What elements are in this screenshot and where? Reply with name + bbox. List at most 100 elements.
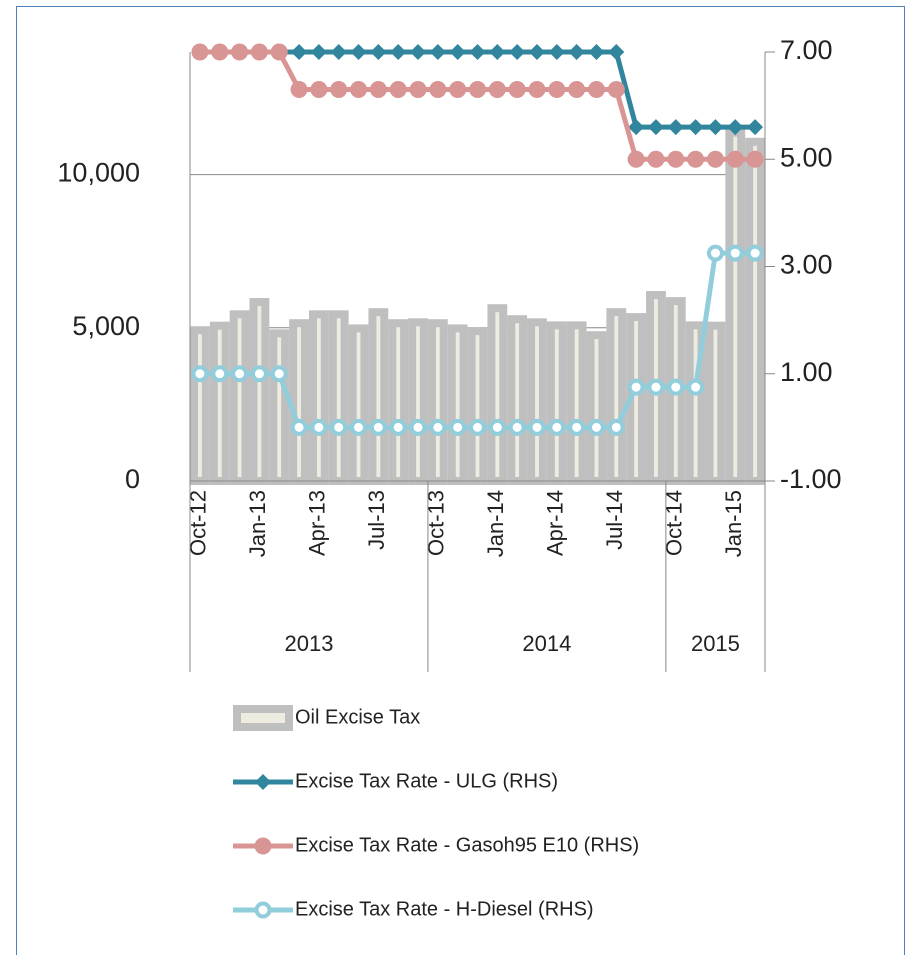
y-tick-label: 0 <box>125 464 140 494</box>
group-label: 2014 <box>522 631 571 656</box>
bar <box>507 315 528 485</box>
bar <box>487 304 508 485</box>
point <box>707 119 724 136</box>
point <box>370 44 387 60</box>
legend-label: Excise Tax Rate - Gasoh95 E10 (RHS) <box>295 834 639 856</box>
bar <box>606 308 627 485</box>
point <box>449 418 467 436</box>
x-tick-label: Jul-14 <box>602 490 627 550</box>
point <box>350 44 367 60</box>
point <box>568 44 585 60</box>
point <box>211 365 229 383</box>
x-tick-label: Apr-13 <box>305 490 330 556</box>
point <box>231 365 249 383</box>
bar <box>269 329 290 486</box>
bar <box>328 310 349 485</box>
x-tick-label: Oct-13 <box>424 490 449 556</box>
point <box>687 150 705 168</box>
point <box>350 418 368 436</box>
point <box>548 44 565 60</box>
y-tick-label: 5,000 <box>72 311 140 341</box>
point <box>231 43 249 61</box>
point <box>488 418 506 436</box>
point <box>528 418 546 436</box>
point <box>647 378 665 396</box>
point <box>508 81 526 99</box>
legend-label: Excise Tax Rate - ULG (RHS) <box>295 770 558 792</box>
point <box>628 119 645 136</box>
bar <box>308 310 329 485</box>
point <box>548 418 566 436</box>
point <box>687 378 705 396</box>
point <box>290 81 308 99</box>
bar <box>190 326 210 485</box>
point <box>429 418 447 436</box>
point <box>350 81 368 99</box>
bar <box>289 319 309 485</box>
bar <box>527 318 547 486</box>
point <box>290 418 308 436</box>
point <box>330 81 348 99</box>
bar <box>229 310 250 485</box>
legend-marker <box>254 837 272 855</box>
point <box>706 150 724 168</box>
point <box>607 81 625 99</box>
point <box>727 119 744 136</box>
point <box>667 150 685 168</box>
point <box>627 378 645 396</box>
point <box>508 418 526 436</box>
legend-label: Excise Tax Rate - H-Diesel (RHS) <box>295 898 594 920</box>
point <box>191 43 209 61</box>
x-tick-label: Jan-14 <box>483 490 508 557</box>
legend-label: Oil Excise Tax <box>295 706 420 728</box>
point <box>747 119 764 136</box>
x-tick-label: Jan-13 <box>245 490 270 557</box>
x-tick-label: Apr-14 <box>543 490 568 556</box>
y2-tick-label: 7.00 <box>780 35 833 65</box>
point <box>687 119 704 136</box>
point <box>746 150 764 168</box>
y2-tick-label: 5.00 <box>780 142 833 172</box>
point <box>330 44 347 60</box>
group-label: 2013 <box>284 631 333 656</box>
point <box>667 119 684 136</box>
bar <box>408 318 428 486</box>
point <box>726 150 744 168</box>
y-tick-label: 10,000 <box>57 158 140 188</box>
point <box>587 418 605 436</box>
point <box>528 44 545 60</box>
bar <box>348 324 369 486</box>
point <box>627 150 645 168</box>
legend-marker <box>255 774 271 790</box>
point <box>608 44 625 60</box>
point <box>469 44 486 60</box>
group-label: 2015 <box>691 631 740 656</box>
point <box>310 81 328 99</box>
bar <box>725 128 746 485</box>
point <box>409 81 427 99</box>
bar <box>447 324 468 486</box>
bar <box>546 321 567 485</box>
bar <box>586 331 607 485</box>
y2-tick-label: 1.00 <box>780 357 833 387</box>
point <box>390 44 407 60</box>
bar <box>705 321 726 485</box>
point <box>647 119 664 136</box>
point <box>667 378 685 396</box>
point <box>310 418 328 436</box>
point <box>488 81 506 99</box>
point <box>250 43 268 61</box>
point <box>568 418 586 436</box>
point <box>647 150 665 168</box>
point <box>706 244 724 262</box>
point <box>726 244 744 262</box>
point <box>369 81 387 99</box>
point <box>469 418 486 436</box>
bar <box>467 327 488 485</box>
bar <box>388 319 409 485</box>
bar <box>566 321 587 485</box>
point <box>746 244 764 262</box>
point <box>291 44 308 60</box>
